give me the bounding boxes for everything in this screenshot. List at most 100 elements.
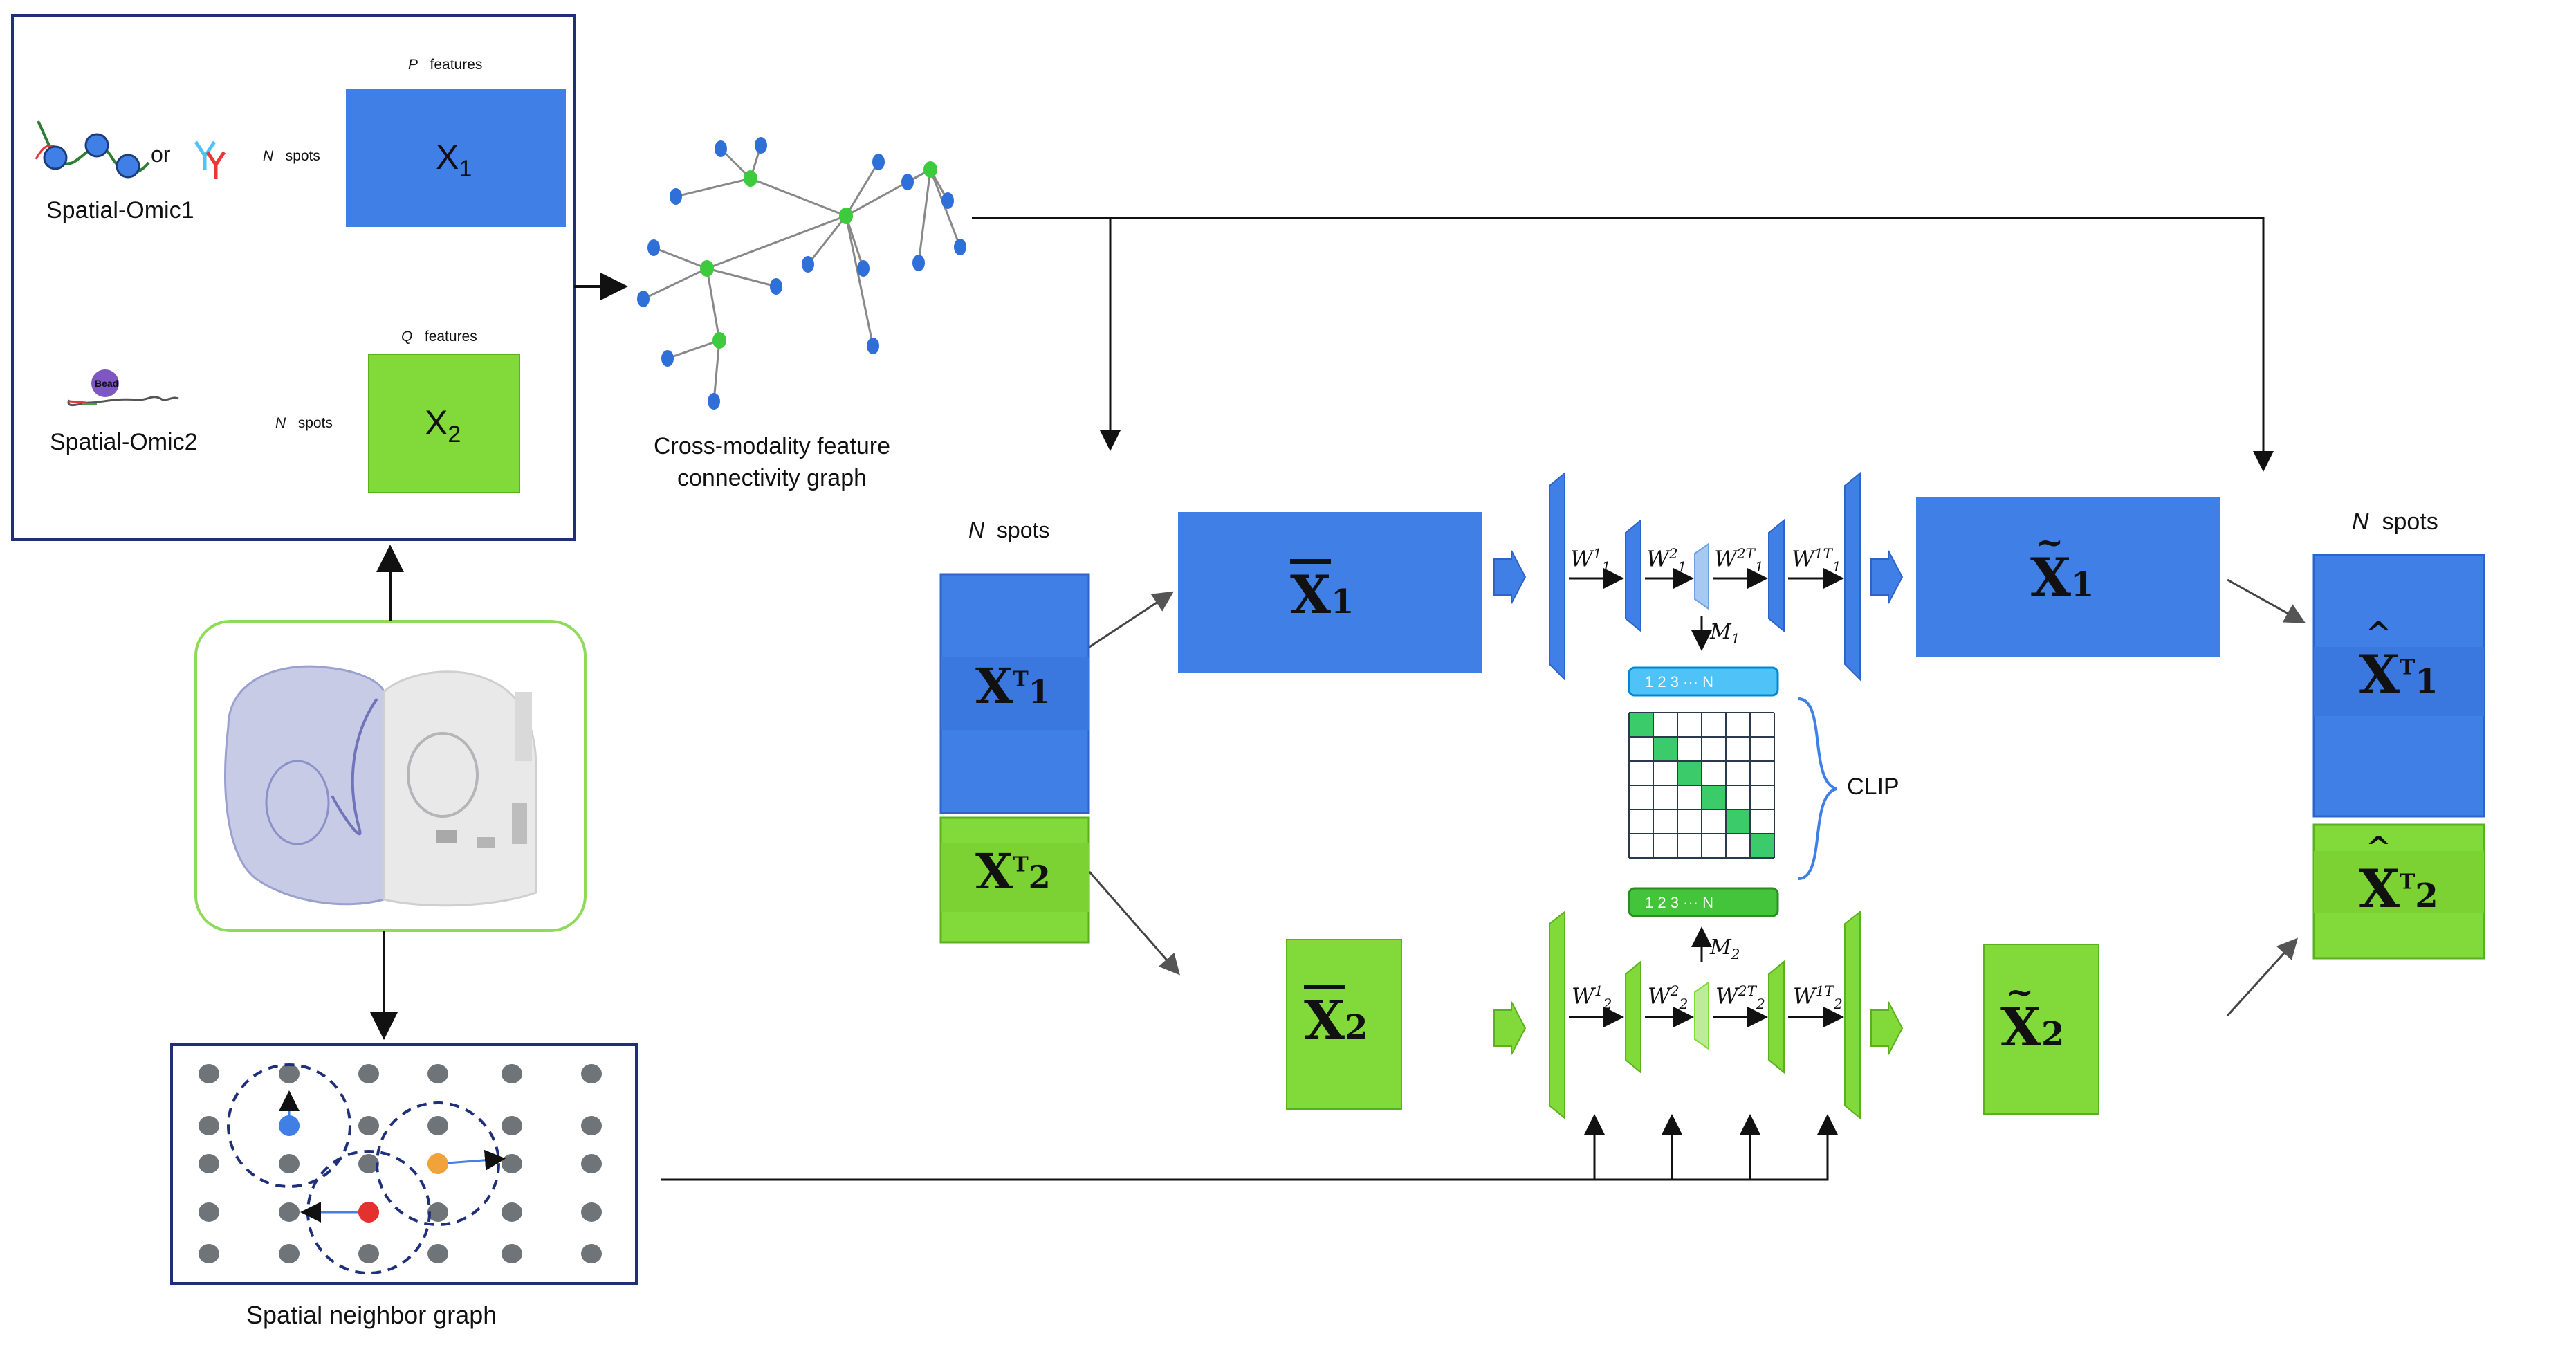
spatial-neighborhoods xyxy=(227,1063,506,1274)
feature-node xyxy=(941,192,954,209)
clip-label: CLIP xyxy=(1847,774,1899,800)
spatial-spot xyxy=(199,1064,219,1083)
arrow-graph-to-decoder xyxy=(972,217,2274,472)
antibody-icon xyxy=(194,140,226,179)
feature-node xyxy=(867,338,879,354)
left-x1t-label: XT1 xyxy=(975,657,1051,715)
graph-edge xyxy=(750,177,847,217)
spatial-spot xyxy=(427,1064,448,1083)
m2-label: M2 xyxy=(1710,935,1740,962)
feature-graph-caption: Cross-modality feature connectivity graph xyxy=(654,433,891,491)
left-x1t-band xyxy=(941,657,1089,730)
right-x2hat-label: X ^ T2 xyxy=(2359,830,2438,920)
w1-label-1: W11 xyxy=(1570,545,1611,576)
graph-edge xyxy=(845,215,865,269)
w2-label-3: W2T2 xyxy=(1715,982,1765,1013)
spatial-spot xyxy=(581,1116,602,1135)
graph-edge xyxy=(653,246,708,270)
graph-edge xyxy=(675,177,751,198)
hub-node xyxy=(700,260,714,277)
clip-brace xyxy=(1798,697,1837,880)
left-x2t-label: XT2 xyxy=(975,843,1051,900)
left-n-spots-label: N spots xyxy=(968,518,1050,542)
spatial-grid-spots xyxy=(199,1064,602,1263)
right-n-spots-label: N spots xyxy=(2352,509,2438,535)
graph-edge xyxy=(845,161,880,217)
bottom-encoder xyxy=(1493,910,1904,1120)
spatial-spot xyxy=(199,1202,219,1222)
n-spots-label-1: N spots xyxy=(263,148,320,164)
spatial-spot xyxy=(279,1244,300,1263)
feature-node xyxy=(857,260,870,277)
spatial-spot xyxy=(427,1116,448,1135)
arrow-x2t-to-xbar2 xyxy=(1088,871,1180,976)
w2-label-1: W12 xyxy=(1572,982,1612,1013)
w2-label-2: W22 xyxy=(1648,982,1689,1013)
arrow-x1t-to-xbar1 xyxy=(1089,591,1175,648)
xbar2-label: X2 xyxy=(1304,989,1368,1051)
feature-node xyxy=(901,174,914,190)
right-x1hat-band xyxy=(2314,647,2484,716)
hub-node xyxy=(712,332,726,349)
feature-node xyxy=(715,140,727,157)
feature-connectivity-graph xyxy=(637,137,966,410)
spatial-spot xyxy=(581,1202,602,1222)
spatial-spot xyxy=(581,1154,602,1173)
index-bar-top xyxy=(1628,666,1779,697)
hub-node xyxy=(923,161,937,178)
left-x2t-band xyxy=(941,843,1089,912)
xbar1-block xyxy=(1178,512,1482,673)
spatial-spot xyxy=(427,1202,448,1222)
q-features-label: Q features xyxy=(401,329,477,345)
spatial-spot xyxy=(581,1244,602,1263)
spatial-spot xyxy=(502,1064,522,1083)
spatial-spot xyxy=(502,1202,522,1222)
arrow-spatial-to-encoder xyxy=(661,1114,1838,1181)
hub-node xyxy=(744,170,757,187)
spatial-spot xyxy=(279,1202,300,1222)
xtilde2-block xyxy=(1983,944,2099,1115)
spatial-graph-caption: Spatial neighbor graph xyxy=(246,1301,497,1329)
graph-edge xyxy=(643,267,708,300)
feature-node xyxy=(755,137,767,154)
top-encoder xyxy=(1493,471,1904,682)
feature-node xyxy=(708,393,720,410)
feature-node xyxy=(912,255,925,271)
feature-node xyxy=(770,278,782,295)
graph-edge xyxy=(807,215,847,265)
x2-matrix xyxy=(368,354,520,493)
w1-label-2: W21 xyxy=(1646,545,1687,576)
bead-label: Bead xyxy=(95,378,119,389)
p-features-label: P features xyxy=(408,57,483,73)
w2-label-4: W1T2 xyxy=(1793,982,1843,1013)
index-bar-bottom-text: 1 2 3 ··· N xyxy=(1645,894,1714,911)
x1-matrix-label: X1 xyxy=(436,138,472,182)
arrow-xtilde2-to-xhat xyxy=(2226,937,2299,1017)
feature-node xyxy=(872,154,885,170)
m1-label: M1 xyxy=(1710,620,1740,647)
spatial-spot xyxy=(427,1244,448,1263)
xbar1-label: X1 xyxy=(1290,564,1354,625)
spatial-spot xyxy=(279,1064,300,1083)
spatial-spot xyxy=(358,1244,379,1263)
brain-section-image xyxy=(224,665,537,907)
clip-diagonal-cell xyxy=(1677,761,1702,785)
clip-diagonal-cell xyxy=(1750,834,1774,858)
right-x2hat-band xyxy=(2314,851,2484,913)
arrow-xtilde1-to-xhat xyxy=(2227,578,2306,623)
spatial-spot xyxy=(279,1154,300,1173)
feature-node xyxy=(661,350,674,367)
spatial-spot xyxy=(199,1154,219,1173)
xtilde1-label: X ~1 xyxy=(2030,523,2095,608)
arrow-graph-to-stack xyxy=(972,217,1121,451)
spatial-spot xyxy=(199,1244,219,1263)
spatial-spot xyxy=(358,1116,379,1135)
graph-edge xyxy=(706,267,777,288)
or-label: or xyxy=(151,142,171,167)
xtilde1-block xyxy=(1916,497,2220,657)
index-bar-bottom xyxy=(1628,887,1779,917)
spatial-spot xyxy=(199,1116,219,1135)
x1-matrix xyxy=(346,89,566,227)
clip-diagonal-cell xyxy=(1702,785,1726,809)
x2-matrix-label: X2 xyxy=(425,403,461,448)
